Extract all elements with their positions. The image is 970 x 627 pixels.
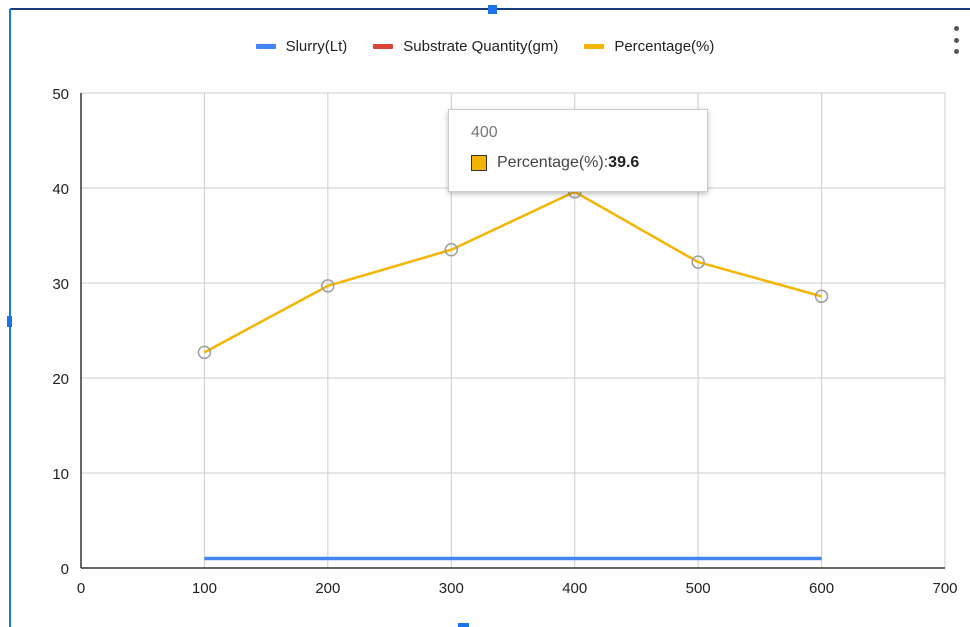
- x-tick-label: 300: [439, 580, 464, 597]
- x-tick-label: 500: [686, 580, 711, 597]
- y-tick-label: 0: [61, 561, 69, 578]
- legend-swatch: [373, 44, 394, 49]
- x-tick-label: 100: [192, 580, 217, 597]
- legend-item-substrate-quantity-gm[interactable]: Substrate Quantity(gm): [373, 38, 558, 55]
- selection-frame: [7, 5, 970, 627]
- y-tick-label: 20: [52, 371, 69, 388]
- series-layer: [197, 185, 829, 561]
- tooltip-swatch: [471, 155, 487, 171]
- y-tick-label: 30: [52, 276, 69, 293]
- chart-menu-icon[interactable]: [950, 26, 962, 54]
- legend-label: Slurry(Lt): [285, 38, 348, 55]
- menu-dot: [953, 37, 959, 43]
- menu-dot: [953, 49, 959, 54]
- resize-handle-bottom[interactable]: [458, 623, 469, 627]
- legend-label: Substrate Quantity(gm): [403, 38, 559, 55]
- legend-swatch: [255, 44, 276, 49]
- tooltip-separator: :: [603, 154, 609, 171]
- y-tick-label: 50: [52, 86, 69, 103]
- tooltip-title: 400: [471, 124, 498, 141]
- data-point[interactable]: [197, 345, 212, 360]
- legend-item-slurry-lt[interactable]: Slurry(Lt): [255, 38, 348, 55]
- tooltip-value: 39.6: [608, 154, 640, 171]
- x-tick-label: 0: [77, 580, 85, 597]
- x-tick-label: 400: [562, 580, 587, 597]
- legend: Slurry(Lt) Substrate Quantity(gm) Percenta…: [0, 38, 970, 55]
- resize-handle-top[interactable]: [488, 5, 497, 14]
- data-point[interactable]: [691, 255, 705, 269]
- tick-labels: 0 100 200 300 400 500 600 700 0 10 20 30 40 50: [52, 86, 957, 597]
- data-point[interactable]: [444, 243, 459, 257]
- tooltip-row: Percentage(%): 39.6: [471, 154, 707, 172]
- tooltip-series-label: Percentage(%): [497, 154, 604, 171]
- legend-item-percentage[interactable]: Percentage(%): [584, 38, 714, 55]
- x-tick-label: 600: [809, 580, 834, 597]
- y-tick-label: 40: [52, 181, 69, 198]
- resize-handle-left[interactable]: [7, 316, 12, 327]
- data-tooltip: 400 Percentage(%): 39.6: [448, 109, 708, 192]
- x-tick-label: 700: [932, 580, 957, 597]
- data-point[interactable]: [814, 289, 829, 304]
- axes: [80, 93, 945, 569]
- menu-dot: [953, 26, 959, 31]
- series-line-percentage[interactable]: [203, 190, 822, 354]
- legend-swatch: [584, 44, 605, 49]
- legend-label: Percentage(%): [614, 38, 715, 55]
- data-point[interactable]: [321, 279, 335, 293]
- y-tick-label: 10: [52, 466, 69, 483]
- x-tick-label: 200: [315, 580, 340, 597]
